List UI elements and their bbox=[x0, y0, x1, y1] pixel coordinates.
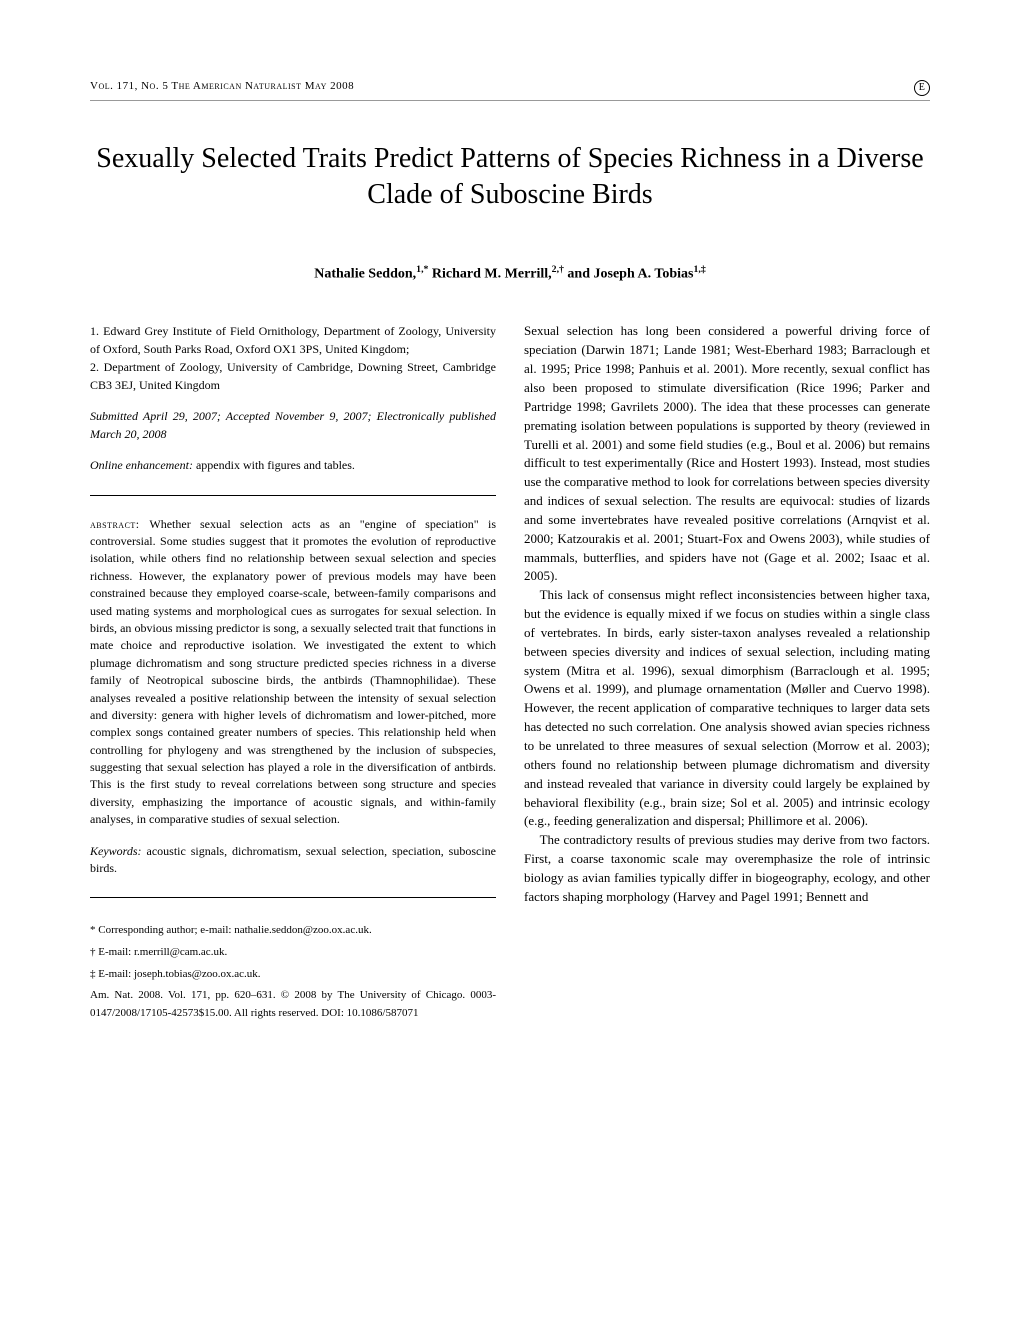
footnote-email-2: † E-mail: r.merrill@cam.ac.uk. bbox=[90, 944, 496, 962]
divider bbox=[90, 897, 496, 898]
abstract: abstract: Whether sexual selection acts … bbox=[90, 516, 496, 829]
enhancement-label: Online enhancement: bbox=[90, 458, 193, 472]
header-left: Vol. 171, No. 5 The American Naturalist … bbox=[90, 80, 354, 96]
keywords-text: acoustic signals, dichromatism, sexual s… bbox=[90, 844, 496, 875]
abstract-text: Whether sexual selection acts as an "eng… bbox=[90, 517, 496, 827]
body-text: Sexual selection has long been considere… bbox=[524, 322, 930, 906]
abstract-label: abstract: bbox=[90, 517, 149, 531]
edition-badge: E bbox=[914, 80, 930, 96]
enhancement-text: appendix with figures and tables. bbox=[193, 458, 355, 472]
submission-dates: Submitted April 29, 2007; Accepted Novem… bbox=[90, 408, 496, 443]
author-list: Nathalie Seddon,1,* Richard M. Merrill,2… bbox=[90, 264, 930, 283]
article-title: Sexually Selected Traits Predict Pattern… bbox=[90, 141, 930, 214]
affiliation-1: 1. Edward Grey Institute of Field Ornith… bbox=[90, 322, 496, 358]
body-paragraph: The contradictory results of previous st… bbox=[524, 831, 930, 906]
footnote-corresponding: * Corresponding author; e-mail: nathalie… bbox=[90, 922, 496, 940]
keywords: Keywords: acoustic signals, dichromatism… bbox=[90, 843, 496, 878]
online-enhancement: Online enhancement: appendix with figure… bbox=[90, 457, 496, 474]
affiliation-2: 2. Department of Zoology, University of … bbox=[90, 358, 496, 394]
keywords-label: Keywords: bbox=[90, 844, 142, 858]
body-paragraph: This lack of consensus might reflect inc… bbox=[524, 586, 930, 831]
body-paragraph: Sexual selection has long been considere… bbox=[524, 322, 930, 586]
footnotes: * Corresponding author; e-mail: nathalie… bbox=[90, 922, 496, 1022]
running-header: Vol. 171, No. 5 The American Naturalist … bbox=[90, 80, 930, 101]
divider bbox=[90, 495, 496, 496]
footnote-email-3: ‡ E-mail: joseph.tobias@zoo.ox.ac.uk. bbox=[90, 966, 496, 984]
footnote-citation: Am. Nat. 2008. Vol. 171, pp. 620–631. © … bbox=[90, 987, 496, 1022]
